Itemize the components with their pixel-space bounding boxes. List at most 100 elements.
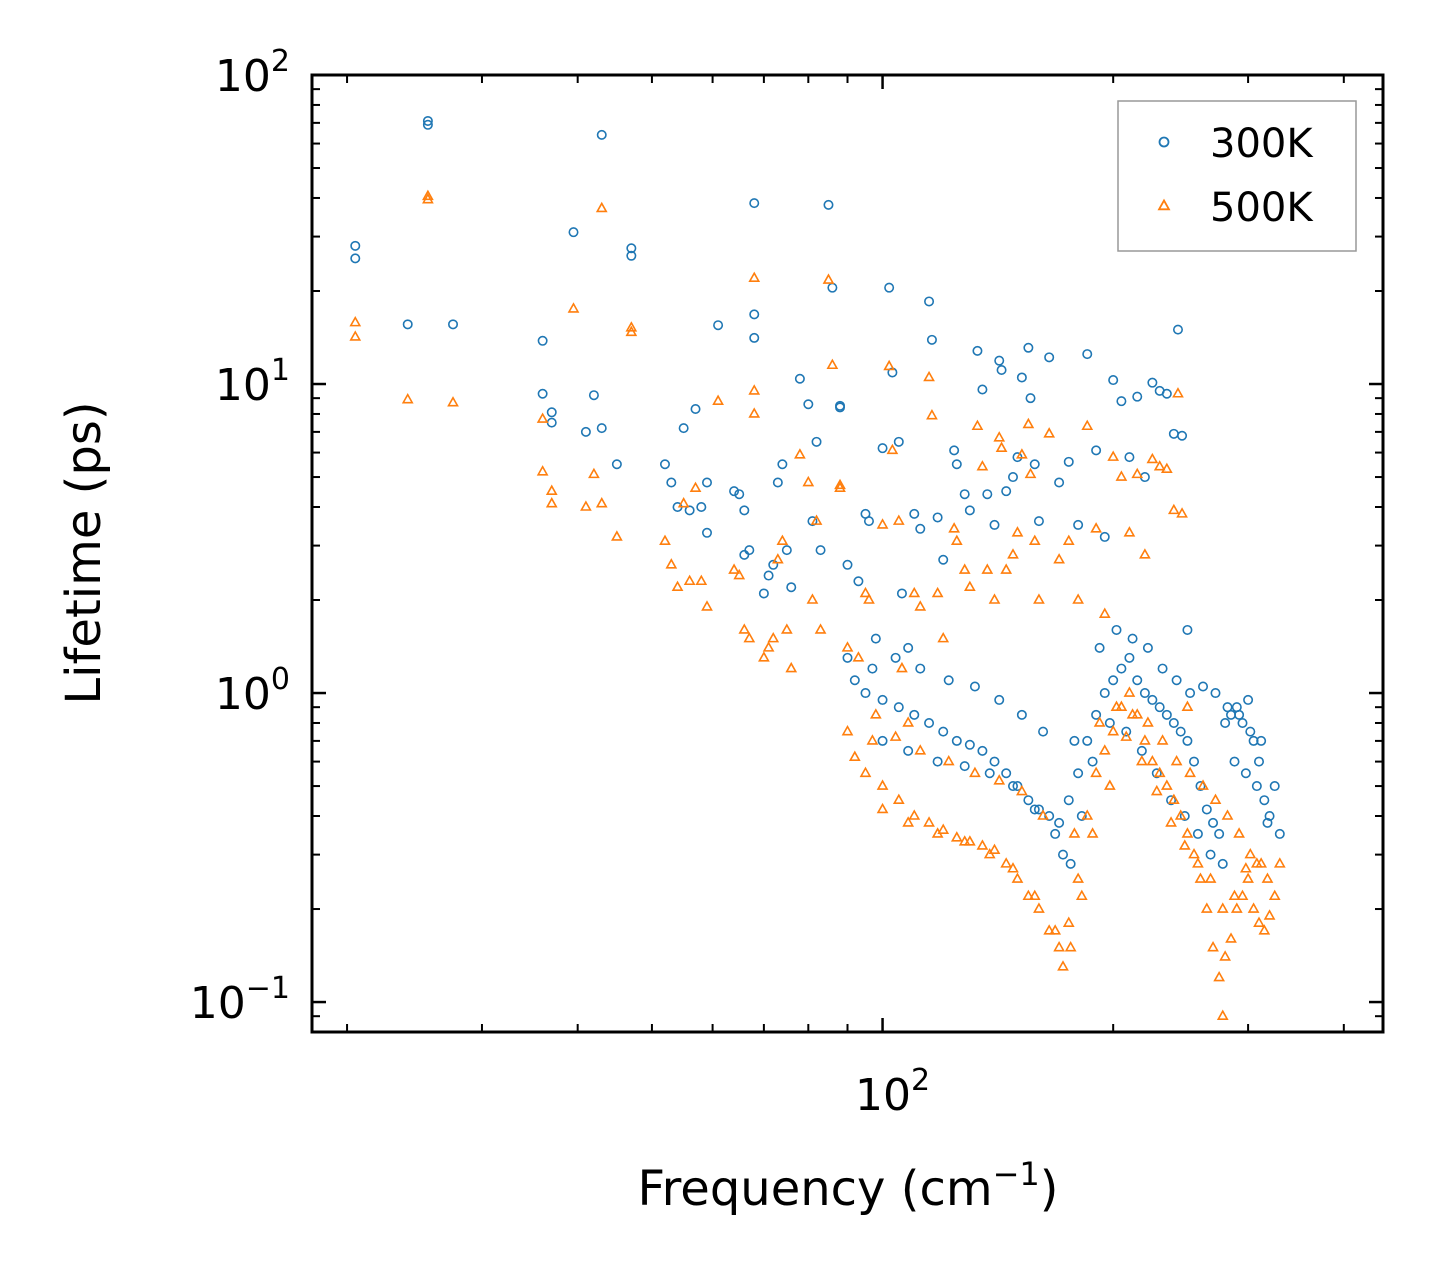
legend-label-500K: 500K — [1210, 185, 1314, 231]
point-300K-7 — [537, 388, 548, 399]
point-500K-78 — [1007, 548, 1019, 559]
point-300K-119 — [1033, 804, 1044, 815]
plot-frame — [310, 73, 1385, 1034]
point-300K-66 — [926, 334, 937, 345]
point-500K-54 — [869, 708, 882, 719]
point-300K-174 — [1217, 858, 1228, 869]
point-500K-77 — [1000, 563, 1013, 574]
point-300K-85 — [1029, 459, 1040, 470]
point-500K-86 — [1053, 553, 1065, 564]
point-500K-56 — [883, 359, 896, 371]
point-500K-8 — [545, 484, 558, 495]
point-500K-28 — [733, 568, 746, 580]
point-500K-38 — [776, 534, 789, 545]
y-tick-label-1: 100 — [215, 662, 290, 720]
point-500K-0 — [349, 315, 362, 327]
point-300K-166 — [1104, 717, 1115, 728]
x-axis-title-sup: −1 — [993, 1155, 1040, 1193]
point-300K-164 — [1076, 811, 1087, 822]
point-300K-169 — [1151, 768, 1162, 779]
point-300K-75 — [982, 489, 993, 500]
point-500K-30 — [743, 631, 756, 643]
point-300K-115 — [989, 756, 1000, 767]
point-300K-1 — [350, 253, 361, 264]
point-500K-143 — [1225, 932, 1237, 943]
point-300K-182 — [890, 652, 901, 663]
point-500K-122 — [1081, 809, 1094, 820]
point-300K-194 — [1157, 663, 1168, 674]
point-300K-42 — [786, 582, 797, 593]
point-500K-157 — [983, 847, 996, 859]
point-300K-101 — [1161, 388, 1172, 399]
point-300K-17 — [596, 129, 607, 140]
point-300K-135 — [1168, 717, 1179, 728]
point-300K-125 — [1091, 709, 1102, 720]
point-500K-5 — [447, 396, 459, 407]
point-500K-152 — [1273, 857, 1286, 868]
point-300K-87 — [1044, 352, 1055, 363]
point-300K-39 — [772, 477, 783, 488]
point-300K-160 — [1029, 804, 1040, 815]
point-500K-46 — [822, 273, 835, 284]
point-500K-85 — [1043, 427, 1056, 438]
point-500K-146 — [1242, 872, 1254, 883]
point-300K-155 — [903, 745, 914, 756]
point-300K-129 — [1124, 652, 1135, 663]
point-500K-81 — [1022, 417, 1035, 429]
point-500K-89 — [1081, 419, 1094, 431]
point-300K-114 — [977, 745, 988, 756]
point-300K-188 — [1038, 726, 1049, 737]
point-300K-79 — [1001, 486, 1012, 497]
point-500K-52 — [859, 586, 872, 598]
point-500K-26 — [712, 394, 724, 405]
point-500K-130 — [1146, 754, 1159, 766]
point-500K-84 — [1033, 593, 1045, 604]
point-300K-12 — [588, 390, 599, 401]
point-300K-34 — [749, 332, 760, 343]
point-300K-130 — [1132, 675, 1143, 686]
point-500K-100 — [1167, 503, 1180, 515]
point-300K-68 — [938, 554, 949, 565]
y-tick-label-2: 101 — [215, 353, 290, 411]
point-500K-62 — [914, 600, 927, 611]
point-500K-150 — [1263, 909, 1276, 920]
point-300K-83 — [1023, 342, 1034, 353]
point-300K-122 — [1063, 795, 1074, 806]
point-500K-177 — [1261, 872, 1274, 883]
point-300K-196 — [1185, 688, 1196, 699]
point-300K-30 — [739, 505, 750, 516]
point-500K-171 — [1192, 857, 1204, 868]
point-500K-192 — [1142, 716, 1154, 727]
point-300K-200 — [1234, 709, 1245, 720]
series-300K — [350, 115, 1285, 869]
point-300K-163 — [1065, 858, 1076, 869]
point-300K-44 — [803, 399, 814, 410]
point-500K-158 — [1007, 862, 1019, 873]
point-300K-172 — [1192, 828, 1203, 839]
point-300K-41 — [781, 545, 792, 556]
point-500K-117 — [1033, 902, 1045, 913]
point-300K-22 — [684, 505, 695, 516]
point-500K-165 — [1103, 779, 1116, 790]
point-300K-4 — [422, 119, 433, 130]
point-500K-189 — [1093, 716, 1106, 727]
point-500K-40 — [785, 661, 798, 673]
point-300K-8 — [546, 407, 557, 418]
legend-frame — [1117, 100, 1357, 252]
point-300K-175 — [1229, 756, 1240, 767]
point-500K-134 — [1174, 809, 1187, 820]
point-500K-23 — [689, 481, 702, 493]
point-500K-110 — [950, 831, 963, 842]
point-300K-93 — [1099, 531, 1110, 542]
point-500K-50 — [841, 641, 854, 652]
point-500K-6 — [536, 412, 549, 423]
point-500K-94 — [1123, 526, 1136, 537]
point-300K-55 — [863, 516, 874, 527]
point-300K-186 — [994, 694, 1005, 705]
point-300K-146 — [1237, 717, 1248, 728]
point-500K-4 — [422, 193, 434, 204]
point-300K-121 — [1054, 817, 1065, 828]
point-500K-200 — [1244, 847, 1257, 859]
point-500K-79 — [1011, 526, 1024, 537]
point-300K-3 — [422, 115, 433, 126]
